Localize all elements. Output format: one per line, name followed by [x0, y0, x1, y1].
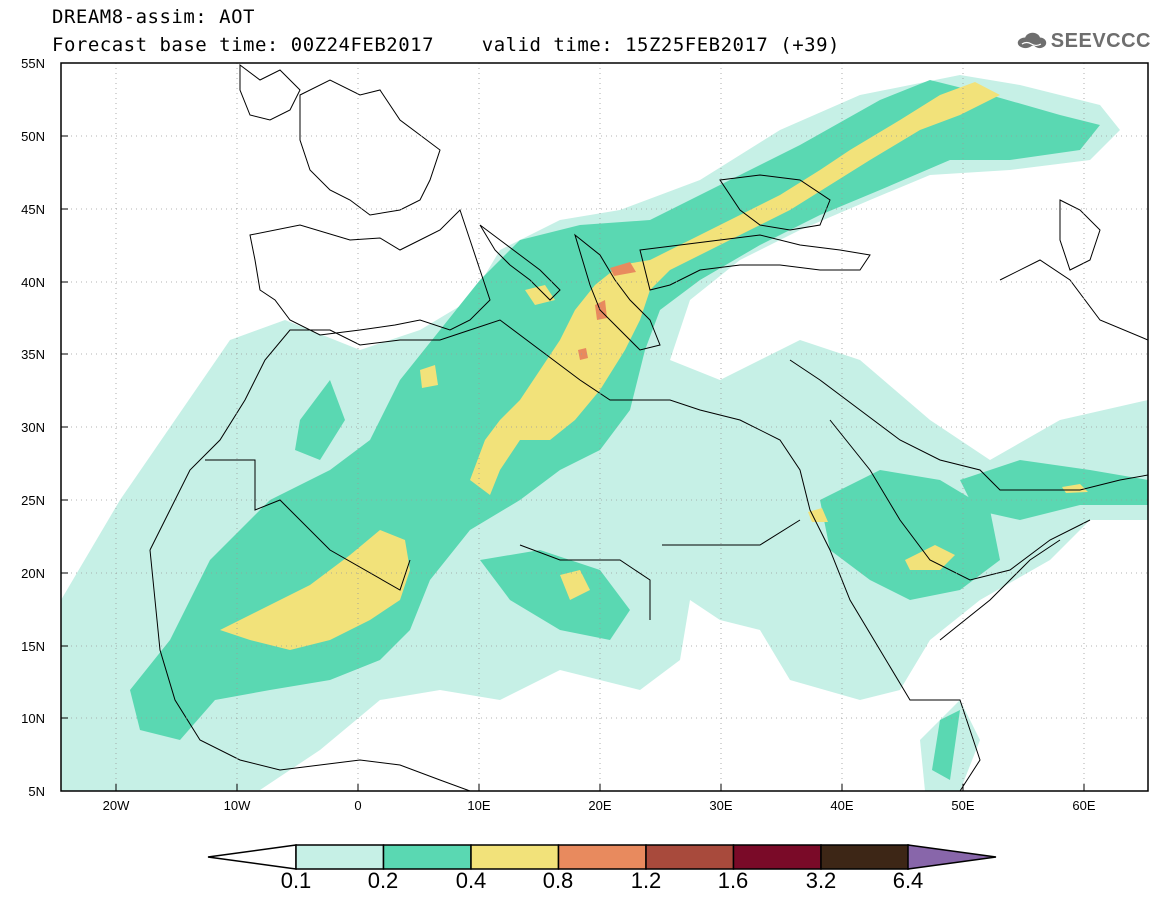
- lon-tick-labels: 20W 10W 0 10E 20E 30E 40E 50E 60E: [103, 798, 1096, 813]
- colorbar-swatch: [295, 844, 385, 870]
- seevccc-logo: SEEVCCC: [1016, 26, 1151, 56]
- logo-text: SEEVCCC: [1050, 29, 1151, 52]
- lon-tick: 10W: [224, 798, 251, 813]
- colorbar-swatch: [645, 844, 735, 870]
- aot-band-0.4: [220, 82, 1088, 650]
- colorbar-swatch: [557, 844, 647, 870]
- lat-tick: 50N: [21, 129, 45, 144]
- colorbar-label: 6.4: [892, 868, 924, 893]
- lon-tick: 0: [354, 798, 361, 813]
- lat-tick: 20N: [21, 566, 45, 581]
- colorbar-label: 1.6: [717, 868, 749, 893]
- colorbar-label: 1.2: [630, 868, 662, 893]
- lon-tick: 40E: [830, 798, 853, 813]
- forecast-times: Forecast base time: 00Z24FEB2017 valid t…: [52, 34, 840, 56]
- lat-tick-labels: 55N 50N 45N 40N 35N 30N 25N 20N 15N 10N …: [21, 56, 45, 799]
- lon-tick: 30E: [709, 798, 732, 813]
- lon-tick: 20W: [103, 798, 130, 813]
- lat-tick: 35N: [21, 347, 45, 362]
- colorbar: [207, 844, 997, 870]
- lon-tick: 20E: [588, 798, 611, 813]
- colorbar-label: 0.2: [367, 868, 399, 893]
- lon-tick: 50E: [951, 798, 974, 813]
- map-title: DREAM8-assim: AOT: [52, 6, 255, 28]
- colorbar-low-arrow: [207, 844, 297, 870]
- lat-tick: 15N: [21, 639, 45, 654]
- lat-tick: 55N: [21, 56, 45, 71]
- colorbar-high-arrow: [907, 844, 997, 870]
- colorbar-label: 0.4: [455, 868, 487, 893]
- lat-tick: 30N: [21, 420, 45, 435]
- cloud-icon: [1017, 32, 1047, 49]
- lat-tick: 45N: [21, 202, 45, 217]
- lon-tick: 10E: [467, 798, 490, 813]
- tick-marks: [61, 135, 1085, 791]
- colorbar-swatch: [732, 844, 822, 870]
- colorbar-label: 0.8: [542, 868, 574, 893]
- colorbar-swatch: [382, 844, 472, 870]
- colorbar-swatch: [470, 844, 560, 870]
- lat-tick: 10N: [21, 711, 45, 726]
- graticule: [61, 63, 1148, 791]
- lat-tick: 5N: [28, 784, 45, 799]
- colorbar-label: 0.1: [280, 868, 312, 893]
- colorbar-label: 3.2: [805, 868, 837, 893]
- lat-tick: 25N: [21, 493, 45, 508]
- colorbar-swatch: [820, 844, 910, 870]
- coastlines: [149, 64, 1148, 791]
- lon-tick: 60E: [1072, 798, 1095, 813]
- lat-tick: 40N: [21, 275, 45, 290]
